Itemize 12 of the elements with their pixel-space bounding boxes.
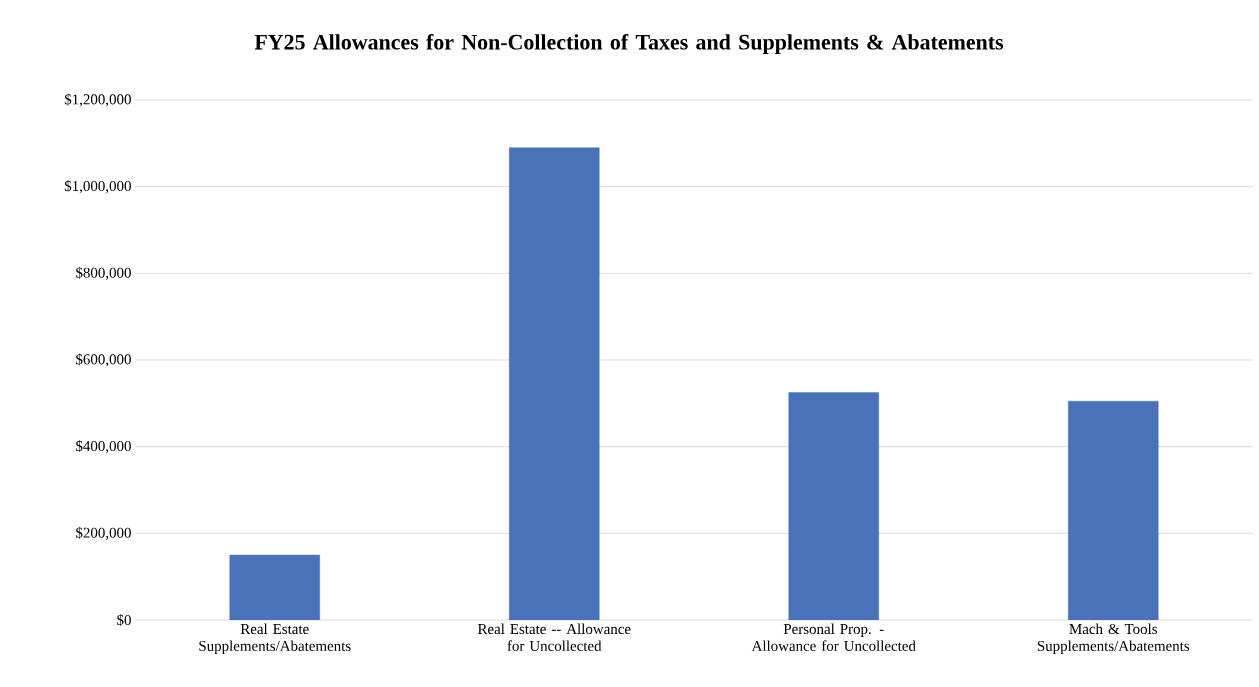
y-tick-label: $1,000,000 [64,180,131,194]
y-tick-label: $400,000 [76,440,131,454]
y-tick-label: $200,000 [76,526,131,540]
y-tick-label: $600,000 [76,353,131,367]
y-tick-label: $800,000 [76,266,131,280]
x-tick-label: Mach & Tools Supplements/Abatements [1037,623,1190,655]
x-tick-label: Real Estate Supplements/Abatements [199,623,351,655]
y-tick-label: $0 [117,614,131,626]
y-tick-label: $1,200,000 [64,93,131,107]
x-tick-label: Personal Prop. - Allowance for Uncollected [751,623,916,651]
x-tick-label: Real Estate -- Allowance for Uncollected [477,623,631,651]
chart-title: FY25 Allowances for Non-Collection of Taxes and Supplements & Abatements [254,33,1004,55]
